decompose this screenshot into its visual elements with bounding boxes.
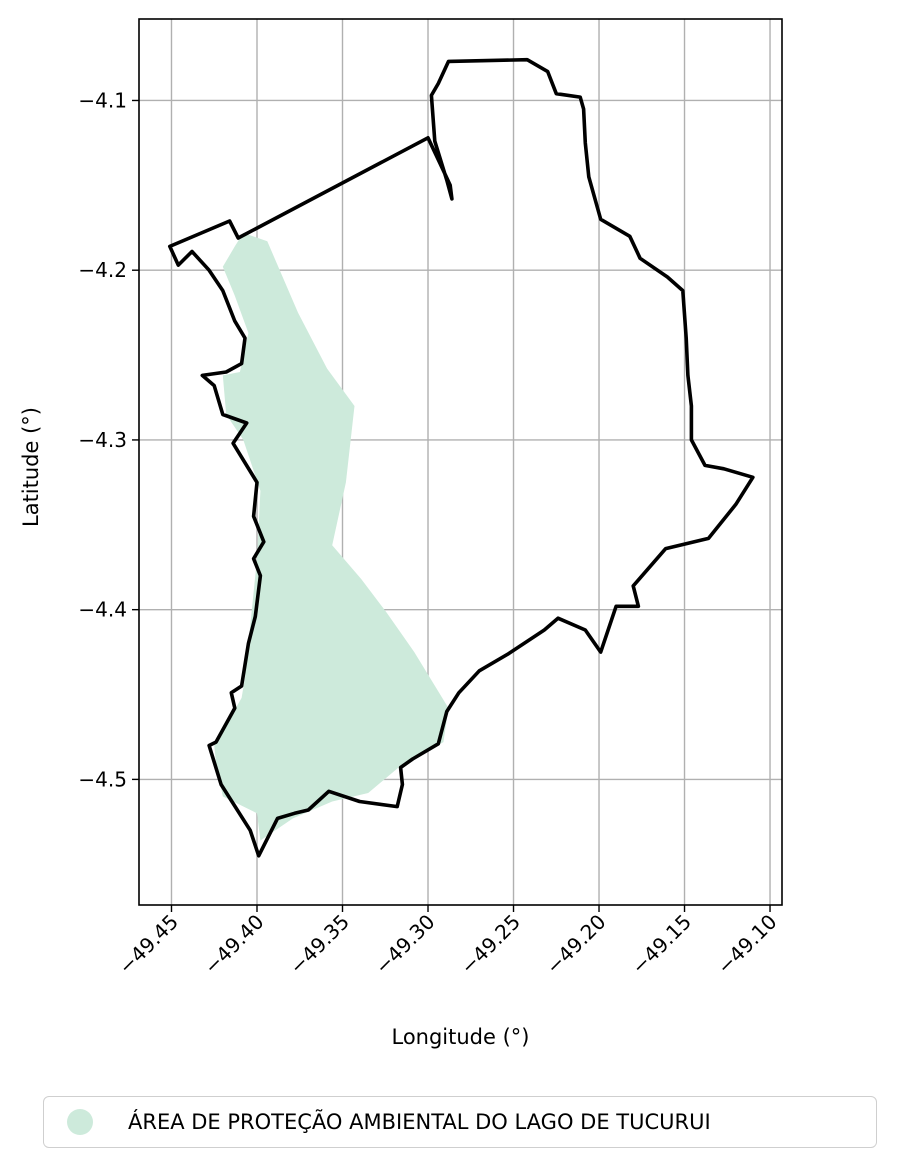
y-tick-label: −4.3 [78, 428, 127, 452]
x-tick-label: −49.15 [627, 910, 696, 979]
y-axis-label: Latitude (°) [19, 407, 43, 527]
y-tick-label: −4.5 [78, 767, 127, 791]
map-areas [168, 57, 755, 858]
x-axis-ticks: −49.45 −49.40 −49.35 −49.30 −49.25 −49.20 −49.… [114, 905, 782, 979]
x-tick-label: −49.25 [456, 910, 525, 979]
x-tick-label: −49.35 [285, 910, 354, 979]
y-tick-label: −4.2 [78, 258, 127, 282]
legend-label-apa: ÁREA DE PROTEÇÃO AMBIENTAL DO LAGO DE TU… [128, 1110, 711, 1134]
legend: ÁREA DE PROTEÇÃO AMBIENTAL DO LAGO DE TU… [43, 1096, 877, 1148]
y-axis-ticks: −4.1 −4.2 −4.3 −4.4 −4.5 [78, 88, 139, 791]
reservoir-boundary [168, 57, 755, 858]
x-tick-label: −49.40 [199, 910, 268, 979]
apa-area [214, 232, 449, 841]
x-tick-label: −49.10 [712, 910, 781, 979]
x-tick-label: −49.30 [370, 910, 439, 979]
axes-frame [138, 18, 783, 906]
legend-marker-apa [67, 1109, 93, 1135]
x-tick-label: −49.20 [541, 910, 610, 979]
y-tick-label: −4.4 [78, 598, 127, 622]
x-axis-label: Longitude (°) [391, 1025, 529, 1049]
x-tick-label: −49.45 [114, 910, 183, 979]
y-tick-label: −4.1 [78, 88, 127, 112]
